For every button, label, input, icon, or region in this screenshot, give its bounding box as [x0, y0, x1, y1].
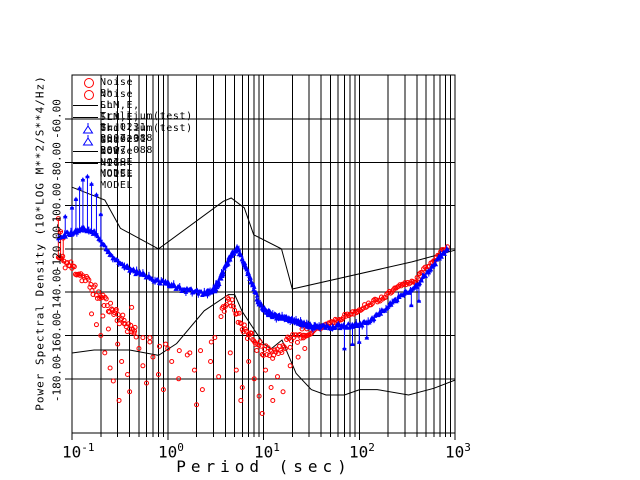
blue-triangle-marker-icon [72, 123, 98, 134]
y-tick-label: -140.00 [50, 268, 64, 316]
red-circle-marker-icon [72, 77, 98, 88]
black-line-sample-icon [72, 100, 98, 111]
y-tick-label: -100.00 [50, 182, 64, 230]
y-tick-label: -80.00 [50, 142, 64, 182]
y-tick-label: -60.00 [50, 99, 64, 139]
y-tick-label: -180.00 [50, 355, 64, 403]
y-axis-label: Power Spectral Density (10*LOG M**2/S**4… [33, 75, 47, 411]
blue-triangle-marker-icon [72, 134, 98, 146]
x-tick-label: 10-1 [62, 441, 95, 462]
black-line-sample-icon [72, 112, 98, 123]
x-tick-label: 100 [158, 441, 184, 462]
x-tick-label: 102 [349, 441, 375, 462]
y-tick-label: -160.00 [50, 312, 64, 360]
x-tick-label: 103 [445, 441, 471, 462]
red-circle-marker-icon [72, 89, 98, 100]
black-line-sample-icon [72, 146, 98, 157]
x-tick-label: 101 [254, 441, 280, 462]
x-axis-label: Period (sec) [176, 457, 352, 476]
y-tick-label: -120.00 [50, 225, 64, 273]
black-line-sample-icon [72, 158, 98, 169]
